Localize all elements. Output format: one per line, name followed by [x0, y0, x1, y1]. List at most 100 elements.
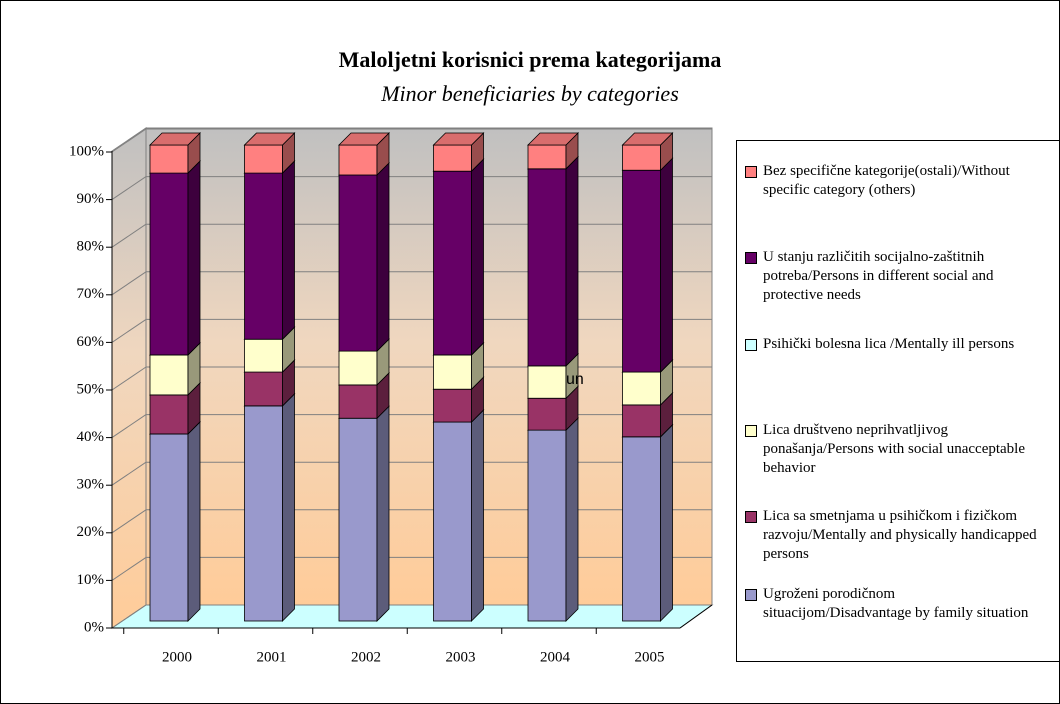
bar-front	[527, 397, 567, 431]
y-tick-label: 30%	[77, 477, 105, 493]
x-tick-label: 2001	[257, 649, 287, 665]
bar-segment	[432, 158, 485, 356]
bar-segment	[149, 420, 201, 622]
bar-segment	[527, 417, 579, 622]
legend-item: Psihički bolesna lica /Mentally ill pers…	[745, 335, 1045, 354]
legend-swatch	[745, 589, 757, 601]
legend-label: Bez specifične kategorije(ostali)/Withou…	[763, 163, 1010, 198]
bar-side	[660, 423, 673, 622]
bar-side	[187, 160, 201, 356]
chart-title: Maloljetni korisnici prema kategorijama	[339, 47, 722, 72]
bar-front	[433, 144, 472, 172]
grid-line	[111, 604, 147, 629]
x-tick-label: 2000	[162, 649, 192, 665]
bar-front	[338, 174, 378, 352]
bar-segment	[527, 155, 579, 367]
bar-top	[527, 132, 579, 146]
x-tick-label: 2002	[351, 649, 381, 665]
bar-front	[527, 429, 567, 622]
bar-segment	[621, 157, 674, 374]
bar-side	[187, 420, 201, 622]
bar-segment	[338, 162, 390, 353]
bar-front	[149, 394, 189, 435]
y-tick-label: 60%	[77, 334, 105, 350]
bar-front	[433, 354, 472, 390]
bar-segment	[243, 160, 296, 341]
bar-front	[433, 388, 472, 423]
legend-label: Lica sa smetnjama u psihičkom i fizičkom…	[763, 508, 1037, 562]
grid-line	[111, 366, 147, 391]
bar-front	[338, 144, 378, 176]
bar-side	[282, 392, 295, 622]
y-tick-label: 90%	[77, 191, 105, 207]
grid-line	[111, 461, 147, 486]
grid-line	[111, 176, 147, 201]
x-tick-label: 2003	[446, 649, 476, 665]
bar-side	[565, 155, 579, 367]
chart-subtitle: Minor beneficiaries by categories	[380, 81, 679, 106]
bar-front	[244, 405, 283, 622]
bar-front	[527, 168, 567, 367]
legend-swatch	[745, 511, 757, 523]
legend-item: Lica društveno neprihvatljivog ponašanja…	[745, 421, 1045, 478]
bar-front	[244, 144, 283, 174]
bar-top	[338, 132, 390, 146]
bar-side	[376, 405, 390, 622]
bar-front	[622, 371, 661, 406]
y-tick-label: 10%	[77, 572, 105, 588]
y-tick-label: 50%	[77, 381, 105, 397]
bar-front	[244, 172, 283, 340]
bar-front	[527, 365, 567, 399]
bar-top	[432, 132, 485, 146]
y-tick-label: 0%	[84, 619, 104, 635]
bar-side	[471, 158, 484, 356]
bar-front	[338, 350, 378, 386]
bar-front	[149, 433, 189, 622]
bar-segment	[432, 132, 485, 173]
bar-top	[243, 132, 296, 146]
bar-segment	[621, 132, 674, 172]
grid-line	[111, 271, 147, 296]
legend-item: Bez specifične kategorije(ostali)/Withou…	[745, 162, 1045, 200]
x-tick-label: 2004	[540, 649, 571, 665]
bar-front	[527, 144, 567, 170]
bar-segment	[621, 423, 674, 622]
y-tick-label: 20%	[77, 524, 105, 540]
bar-side	[471, 409, 484, 622]
bar-side	[376, 162, 390, 353]
bar-front	[244, 371, 283, 407]
bar-front	[244, 338, 283, 373]
legend-label: Ugroženi porodičnom situacijom/Disadvant…	[763, 586, 1029, 621]
bar-front	[622, 169, 661, 373]
bar-front	[149, 172, 189, 356]
bar-side	[660, 157, 673, 374]
bar-front	[149, 354, 189, 396]
legend: Ugroženi porodičnom situacijom/Disadvant…	[736, 140, 1060, 662]
legend-swatch	[745, 252, 757, 264]
legend-item: Ugroženi porodičnom situacijom/Disadvant…	[745, 585, 1045, 623]
y-tick-label: 70%	[77, 286, 105, 302]
bar-side	[565, 417, 579, 622]
grid-line	[111, 318, 147, 343]
x-tick-label: 2005	[635, 649, 665, 665]
legend-item: Lica sa smetnjama u psihičkom i fizičkom…	[745, 507, 1045, 564]
grid-line	[111, 414, 147, 439]
bar-front	[622, 144, 661, 171]
bar-front	[622, 436, 661, 622]
bar-segment	[149, 160, 201, 356]
bar-segment	[432, 409, 485, 622]
legend-swatch	[745, 166, 757, 178]
bar-segment	[243, 132, 296, 175]
floor	[110, 604, 714, 629]
legend-label: Psihički bolesna lica /Mentally ill pers…	[763, 336, 1015, 352]
bar-front	[338, 384, 378, 419]
grid-line	[111, 223, 147, 248]
legend-swatch	[745, 339, 757, 351]
bar-top	[149, 132, 201, 146]
x-axis-depth	[679, 604, 713, 629]
y-tick-label: 40%	[77, 429, 105, 445]
bar-front	[433, 170, 472, 356]
grid-line	[111, 128, 147, 153]
